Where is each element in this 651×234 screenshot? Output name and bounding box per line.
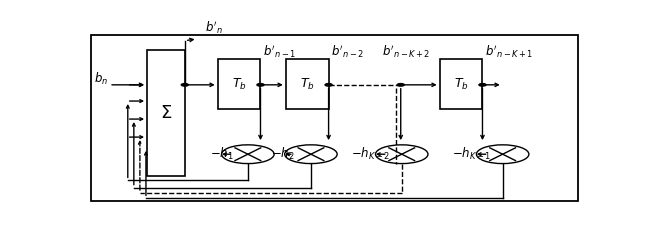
Bar bbox=[439, 59, 482, 109]
Bar bbox=[286, 59, 329, 109]
Text: $b_n$: $b_n$ bbox=[94, 70, 108, 87]
Text: $-h_{K-1}$: $-h_{K-1}$ bbox=[452, 146, 492, 162]
Bar bbox=[147, 50, 185, 176]
Text: $b'_{n-K+1}$: $b'_{n-K+1}$ bbox=[485, 43, 533, 60]
Circle shape bbox=[221, 145, 274, 164]
Text: $-h_{K-2}$: $-h_{K-2}$ bbox=[352, 146, 391, 162]
Text: $b'_{n-K+2}$: $b'_{n-K+2}$ bbox=[381, 43, 430, 60]
Text: $b'_{n-1}$: $b'_{n-1}$ bbox=[263, 43, 296, 60]
Text: $-h_1$: $-h_1$ bbox=[210, 146, 234, 162]
Text: $T_b$: $T_b$ bbox=[232, 77, 247, 92]
Circle shape bbox=[479, 84, 486, 86]
Circle shape bbox=[284, 145, 337, 164]
Circle shape bbox=[181, 84, 188, 86]
Text: $-h_2$: $-h_2$ bbox=[271, 146, 294, 162]
Text: $T_b$: $T_b$ bbox=[454, 77, 469, 92]
Circle shape bbox=[325, 84, 332, 86]
Circle shape bbox=[397, 84, 404, 86]
Circle shape bbox=[257, 84, 264, 86]
Text: $\Sigma$: $\Sigma$ bbox=[159, 104, 172, 122]
Text: $b'_{n-2}$: $b'_{n-2}$ bbox=[331, 43, 364, 60]
Bar bbox=[217, 59, 260, 109]
Text: $b'_n$: $b'_n$ bbox=[205, 20, 223, 36]
Circle shape bbox=[376, 145, 428, 164]
Circle shape bbox=[477, 145, 529, 164]
Text: $T_b$: $T_b$ bbox=[299, 77, 314, 92]
